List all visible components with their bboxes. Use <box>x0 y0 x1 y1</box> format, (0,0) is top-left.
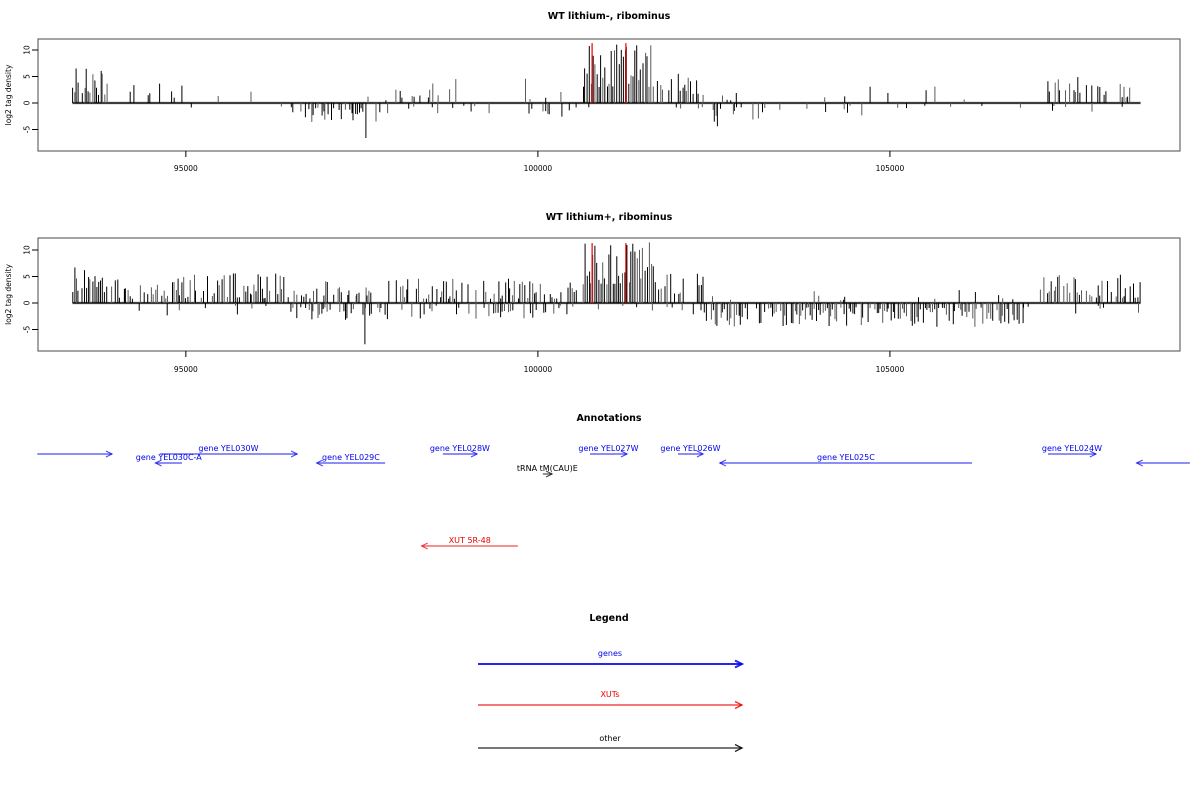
annotation-label: gene YEL027W <box>578 444 638 453</box>
panel2-title: WT lithium+, ribominus <box>545 212 673 223</box>
x-tick-label: 100000 <box>524 365 553 374</box>
legend: genes XUTs other <box>478 649 745 753</box>
annotation-gene-YEL024W: gene YEL024W <box>1042 444 1102 458</box>
annotation-label: gene YEL026W <box>660 444 720 453</box>
annotation-label: gene YEL030W <box>198 444 258 453</box>
annotation-arrow-head-icon <box>620 450 629 458</box>
x-tick-label: 105000 <box>876 164 905 173</box>
density-bars-light <box>76 242 1139 327</box>
annotation-label: gene YEL029C <box>322 453 380 462</box>
panel1-title: WT lithium-, ribominus <box>547 11 671 22</box>
annotation-arrow-head-icon <box>105 450 114 458</box>
annotations-title: Annotations <box>576 413 642 424</box>
x-tick-label: 95000 <box>174 365 198 374</box>
annotation-gene-YEL029C: gene YEL029C <box>315 453 386 467</box>
x-tick-label: 105000 <box>876 365 905 374</box>
legend-label-other: other <box>599 734 621 743</box>
y-tick-label: 5 <box>23 74 32 79</box>
legend-arrow-head-icon <box>734 659 745 669</box>
annotation-arrow-head-icon <box>696 450 705 458</box>
density-bars-light <box>74 45 1131 122</box>
annotation-gene-YEL026W: gene YEL026W <box>660 444 721 458</box>
y-tick-label: 5 <box>23 274 32 279</box>
annotation-label: gene YEL028W <box>430 444 490 453</box>
annotation-gene-YEL030W: gene YEL030W <box>159 444 299 458</box>
plot-box <box>37 237 1181 352</box>
y-tick-label: -5 <box>23 326 32 334</box>
annotation-trna-tM-CAU-E: tRNA tM(CAU)E <box>517 464 578 478</box>
legend-label-XUTs: XUTs <box>600 690 619 699</box>
density-panel-1: -5 0 5 10 log2 tag density 95000 100000 105000 <box>4 38 1181 173</box>
y-axis-title: log2 tag density <box>4 64 13 125</box>
legend-title: Legend <box>589 613 629 624</box>
legend-arrow-head-icon <box>734 700 744 710</box>
y-tick-label: 0 <box>23 100 32 105</box>
density-panel-2: -5 0 5 10 log2 tag density 95000 100000 105000 <box>4 237 1181 374</box>
annotation-gene-YEL027W: gene YEL027W <box>578 444 639 458</box>
density-bars <box>72 44 1129 138</box>
annotation-label: gene YEL025C <box>817 453 875 462</box>
annotation-label: XUT 5R-48 <box>449 536 491 545</box>
y-axis-title: log2 tag density <box>4 264 13 325</box>
legend-arrow-head-icon <box>734 743 744 753</box>
annotation-xut-5R-48: XUT 5R-48 <box>420 536 518 550</box>
plot-box <box>37 38 1181 152</box>
annotation-arrow-head-icon <box>1135 459 1143 467</box>
y-tick-label: 10 <box>23 245 32 255</box>
annotation-arrow-head-icon <box>718 459 727 467</box>
annotation-gene-YEL028W: gene YEL028W <box>430 444 490 458</box>
annotation-arrow-head-icon <box>420 542 428 550</box>
x-tick-label: 100000 <box>524 164 553 173</box>
annotation-arrow-head-icon <box>1089 450 1098 458</box>
annotation-label: gene YEL024W <box>1042 444 1102 453</box>
annotation-arrow-head-icon <box>470 450 479 458</box>
annotation-arrow-head-icon <box>315 459 324 467</box>
annotation-arrow-head-icon <box>154 459 162 467</box>
y-tick-label: 0 <box>23 300 32 305</box>
annotation-arrow-head-icon <box>290 450 299 458</box>
annotation-gene-partial-right <box>1135 459 1190 467</box>
annotation-gene-partial-left <box>37 450 114 458</box>
annotation-gene-YEL025C: gene YEL025C <box>718 453 972 467</box>
legend-label-genes: genes <box>598 649 622 658</box>
y-tick-label: -5 <box>23 126 32 134</box>
annotation-label: tRNA tM(CAU)E <box>517 464 578 473</box>
density-bars <box>72 243 1141 345</box>
annotation-arrow-head-icon <box>545 470 554 478</box>
x-tick-label: 95000 <box>174 164 198 173</box>
y-tick-label: 10 <box>23 45 32 55</box>
annotation-label: gene YEL030C-A <box>136 453 203 462</box>
annotation-gene-YEL030C-A: gene YEL030C-A <box>136 453 203 467</box>
